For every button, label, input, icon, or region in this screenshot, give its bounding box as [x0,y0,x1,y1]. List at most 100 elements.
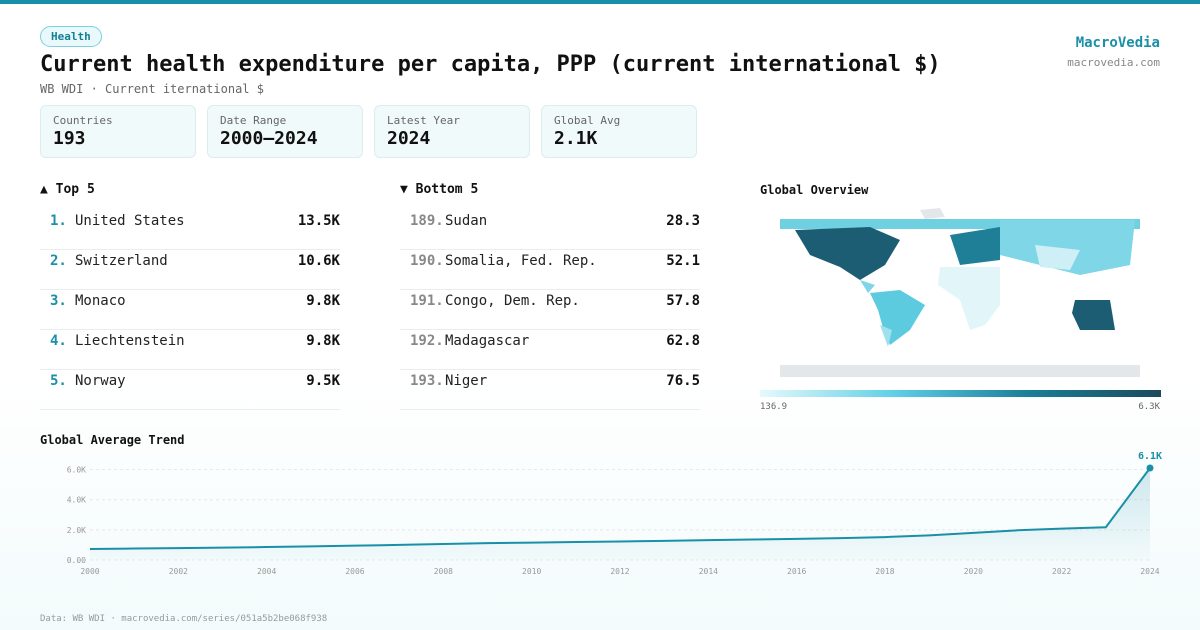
title: Current health expenditure per capita, P… [40,52,941,77]
rank-row: 5. Norway 9.5K [40,369,340,410]
rank-row: 2. Switzerland 10.6K [40,249,340,290]
world-map [780,208,1140,377]
x-tick-label: 2020 [964,567,983,576]
map-title: Global Overview [760,183,869,197]
subtitle: WB WDI · Current iternational $ [40,82,264,96]
y-tick-label: 0.00 [67,556,86,565]
value: 62.8 [666,333,700,349]
value: 28.3 [666,213,700,229]
rank: 190. [410,253,444,269]
x-tick-label: 2002 [169,567,188,576]
rank: 4. [50,333,67,349]
bottom-title: ▼ Bottom 5 [400,182,479,197]
x-tick-label: 2016 [787,567,806,576]
rank-row: 3. Monaco 9.8K [40,289,340,330]
rank-row: 193. Niger 76.5 [400,369,700,410]
area [90,468,1150,560]
country: Liechtenstein [75,333,185,349]
stat-label: Global Avg [554,114,621,127]
y-tick-label: 6.0K [67,466,86,475]
value: 76.5 [666,373,700,389]
rank: 3. [50,293,67,309]
x-tick-label: 2018 [875,567,894,576]
rank: 192. [410,333,444,349]
rank-row: 4. Liechtenstein 9.8K [40,329,340,370]
country: Somalia, Fed. Rep. [445,253,597,269]
region [950,227,1000,265]
stat-card: Date Range 2000–2024 [207,105,363,158]
stat-label: Latest Year [387,114,460,127]
point [1146,464,1154,472]
x-tick-label: 2008 [434,567,453,576]
stat-card: Global Avg 2.1K [541,105,697,158]
y-tick-label: 2.0K [67,526,86,535]
region [780,219,1140,229]
x-tick-label: 2004 [257,567,276,576]
line [89,467,1151,550]
region [938,267,1000,330]
region [795,227,900,280]
region [780,365,1140,377]
x-tick-label: 2012 [610,567,629,576]
brand[interactable]: MacroVedia [1075,35,1160,51]
rank-row: 191. Congo, Dem. Rep. 57.8 [400,289,700,330]
value: 9.5K [306,373,340,389]
stat-value: 193 [53,128,86,149]
region [1072,300,1115,330]
stat-card: Countries 193 [40,105,196,158]
y-tick-label: 4.0K [67,496,86,505]
value: 52.1 [666,253,700,269]
x-tick-label: 2014 [699,567,718,576]
rank: 189. [410,213,444,229]
value: 13.5K [297,213,340,229]
stat-value: 2000–2024 [220,128,318,149]
stat-card: Latest Year 2024 [374,105,530,158]
tag[interactable]: Health [40,26,102,47]
rank: 1. [50,213,67,229]
region [1035,245,1080,270]
value: 9.8K [306,293,340,309]
rank: 2. [50,253,67,269]
value: 9.8K [306,333,340,349]
value: 57.8 [666,293,700,309]
rank-row: 189. Sudan 28.3 [400,209,700,250]
country: Congo, Dem. Rep. [445,293,580,309]
top-bar [0,0,1200,4]
region [880,325,892,347]
value-label: 6.1K [1138,451,1162,462]
country: Sudan [445,213,488,229]
legend-bar [760,390,1161,397]
footer: Data: WB WDI · macrovedia.com/series/051… [40,614,328,624]
region [860,280,875,293]
x-tick-label: 2024 [1140,567,1159,576]
x-tick-label: 2000 [80,567,99,576]
rank-row: 192. Madagascar 62.8 [400,329,700,370]
stat-label: Countries [53,114,113,127]
country: Norway [75,373,126,389]
x-tick-label: 2010 [522,567,541,576]
country: Switzerland [75,253,168,269]
site[interactable]: macrovedia.com [1067,56,1160,69]
stat-value: 2.1K [554,128,598,149]
legend-min: 136.9 [760,402,788,412]
region [870,290,925,345]
stat-label: Date Range [220,114,287,127]
value: 10.6K [297,253,340,269]
country: United States [75,213,185,229]
country: Madagascar [445,333,530,349]
country: Monaco [75,293,126,309]
country: Niger [445,373,488,389]
rank-row: 1. United States 13.5K [40,209,340,250]
top-title: ▲ Top 5 [40,182,95,197]
x-tick-label: 2006 [345,567,364,576]
rank: 5. [50,373,67,389]
rank: 193. [410,373,444,389]
region [1000,220,1135,275]
rank-row: 190. Somalia, Fed. Rep. 52.1 [400,249,700,290]
chart: 0.00 2.0K 4.0K 6.0K 2000 2002 2004 2006 2008 2010… [67,451,1162,576]
stat-value: 2024 [387,128,431,149]
x-tick-label: 2022 [1052,567,1071,576]
region [920,208,945,219]
chart-title: Global Average Trend [40,433,185,447]
